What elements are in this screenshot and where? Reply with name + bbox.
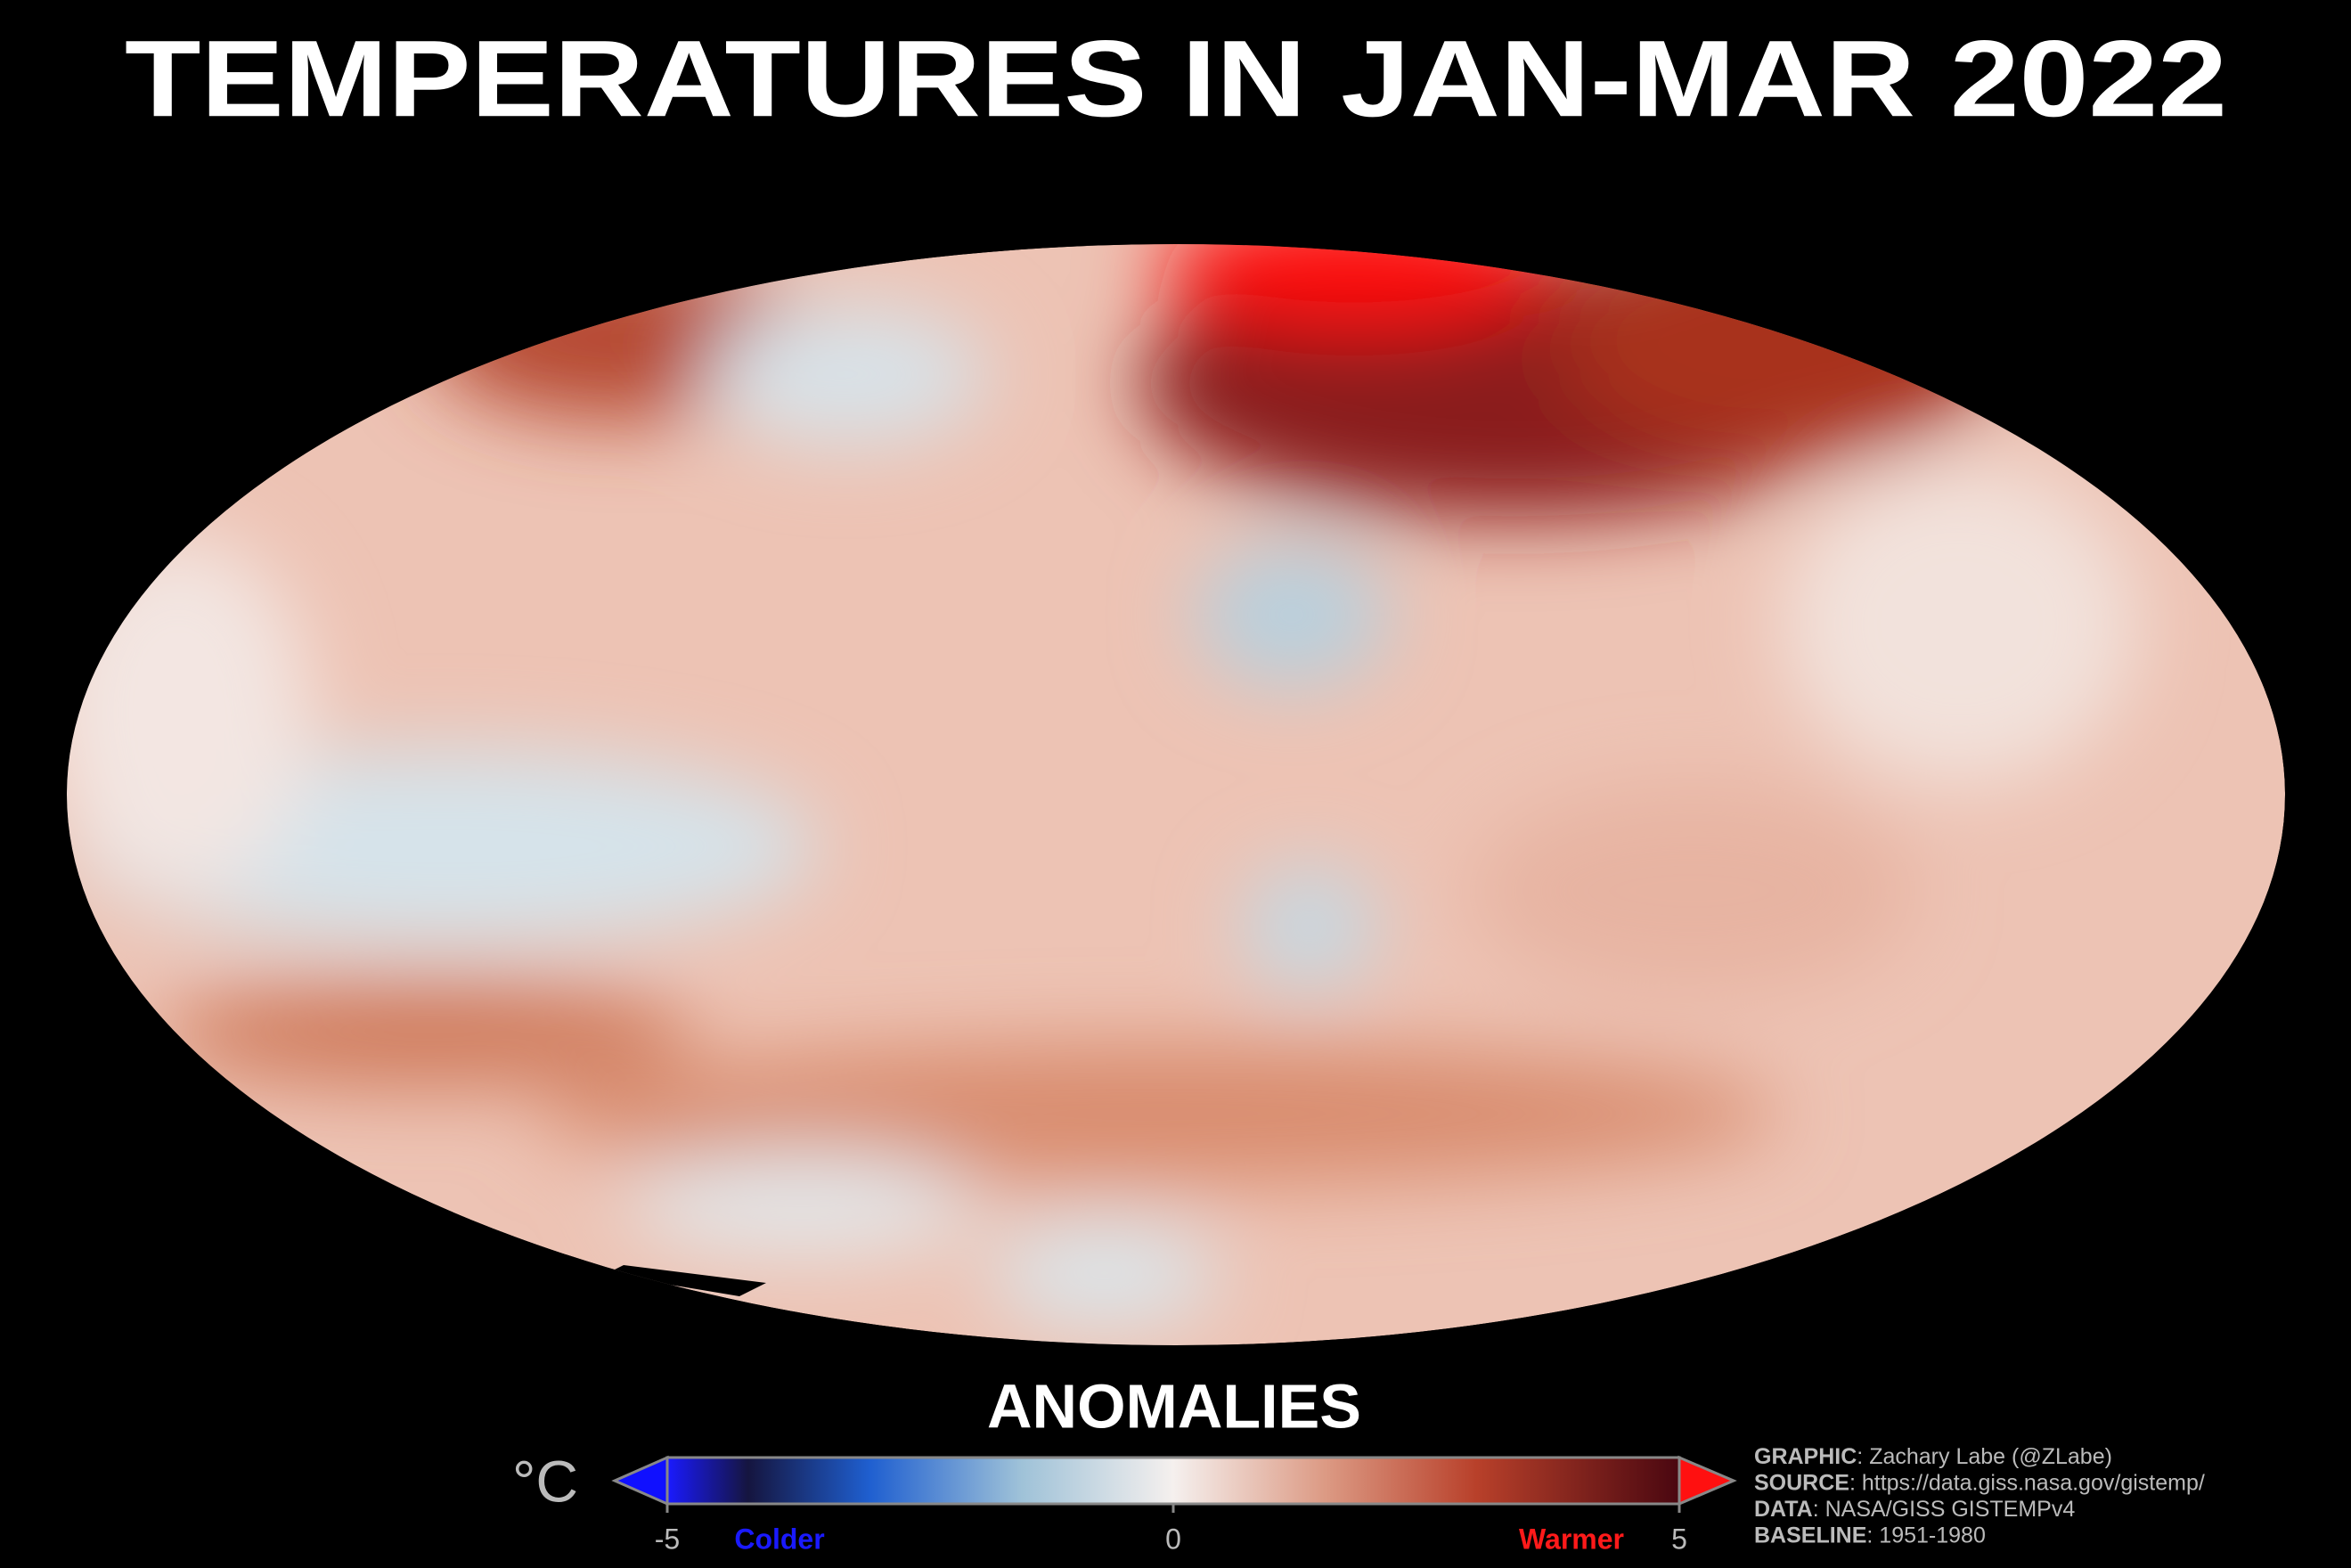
credit-key: GRAPHIC — [1754, 1444, 1857, 1469]
title: TEMPERATURES IN JAN-MAR 2022 — [125, 18, 2227, 139]
credit-line: BASELINE: 1951-1980 — [1754, 1523, 1986, 1548]
credit-text: : https://data.giss.nasa.gov/gistemp/ — [1849, 1470, 2205, 1495]
colder-label: Colder — [734, 1523, 824, 1555]
credit-line: SOURCE: https://data.giss.nasa.gov/giste… — [1754, 1470, 2205, 1495]
credit-text: : NASA/GISS GISTEMPv4 — [1813, 1497, 2076, 1522]
credit-key: BASELINE — [1754, 1523, 1866, 1548]
tick-label: -5 — [655, 1523, 680, 1555]
colorbar — [611, 1455, 1737, 1507]
colorbar-label: ANOMALIES — [987, 1371, 1361, 1441]
credit-key: SOURCE — [1754, 1470, 1849, 1495]
credit-text: : 1951-1980 — [1866, 1523, 1985, 1548]
warmer-label: Warmer — [1519, 1523, 1624, 1555]
credit-text: : Zachary Labe (@ZLabe) — [1857, 1444, 2112, 1469]
map — [67, 244, 2285, 1345]
credits: GRAPHIC: Zachary Labe (@ZLabe)SOURCE: ht… — [1754, 1444, 2205, 1548]
tick-label: 0 — [1165, 1523, 1181, 1555]
credit-key: DATA — [1754, 1497, 1813, 1522]
missing-data — [606, 1265, 766, 1296]
colorbar-unit: °C — [512, 1448, 578, 1514]
tick-label: 5 — [1671, 1523, 1687, 1555]
credit-line: GRAPHIC: Zachary Labe (@ZLabe) — [1754, 1444, 2112, 1469]
credit-line: DATA: NASA/GISS GISTEMPv4 — [1754, 1497, 2075, 1522]
